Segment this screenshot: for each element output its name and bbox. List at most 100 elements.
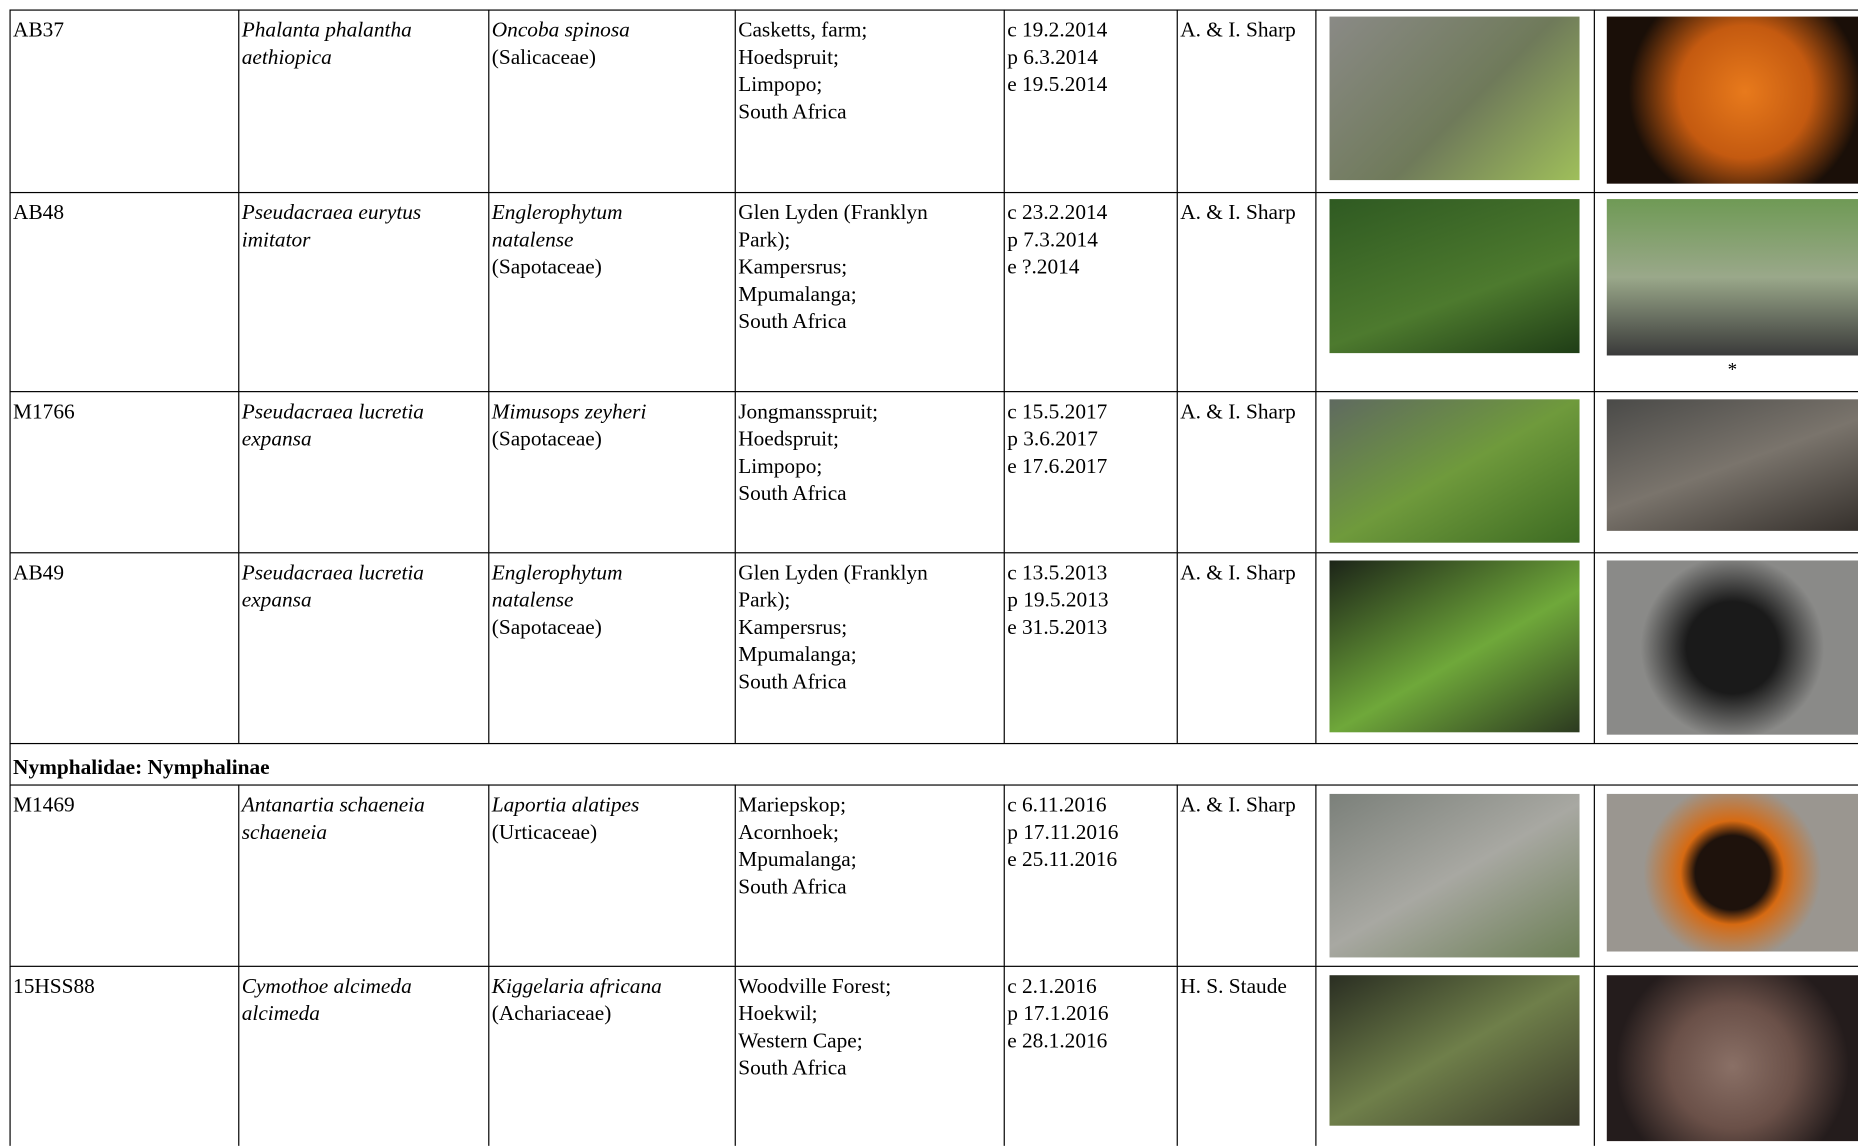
date-line: p 19.5.2013 xyxy=(1007,587,1109,612)
host-plant-line: Englerophytum xyxy=(491,560,623,585)
cell-border xyxy=(238,191,240,392)
locality-line: South Africa xyxy=(738,874,847,899)
row-border xyxy=(9,784,1858,786)
adult-photo xyxy=(1606,975,1858,1142)
host-family: (Sapotaceae) xyxy=(491,426,602,451)
cell-border xyxy=(1593,965,1595,1146)
cell-border xyxy=(9,391,11,553)
cell-border xyxy=(238,391,240,553)
cell-border xyxy=(1176,552,1178,743)
adult-photo xyxy=(1606,793,1858,952)
larva-photo xyxy=(1329,975,1580,1126)
date-line: e 28.1.2016 xyxy=(1007,1028,1108,1053)
date-line: c 19.2.2014 xyxy=(1007,17,1108,42)
locality-line: Mpumalanga; xyxy=(738,282,857,306)
date-line: c 6.11.2016 xyxy=(1007,792,1107,817)
cell-border xyxy=(734,191,736,392)
dates: c 15.5.2017 p 3.6.2017 e 17.6.2017 xyxy=(1004,391,1177,480)
code: M1766 xyxy=(13,399,75,424)
cell-border xyxy=(9,191,11,392)
image-note: * xyxy=(1727,360,1738,381)
host-plant: Laportia alatipes (Urticaceae) xyxy=(488,784,734,846)
cell-border xyxy=(9,742,11,785)
locality: Jongmansspruit; Hoedspruit; Limpopo; South … xyxy=(735,391,1004,507)
cell-border xyxy=(1003,191,1005,392)
photographer: A. & I. Sharp xyxy=(1180,200,1296,224)
row-border xyxy=(9,391,1858,393)
locality-line: Jongmansspruit; xyxy=(738,399,879,424)
cell-border xyxy=(1003,965,1005,1146)
date-line: p 6.3.2014 xyxy=(1007,45,1098,69)
species-line: alcimeda xyxy=(241,1001,320,1025)
locality-line: Limpopo; xyxy=(738,453,823,478)
cell-border xyxy=(9,784,11,966)
code: AB49 xyxy=(13,560,65,585)
locality-line: Hoedspruit; xyxy=(738,45,839,69)
cell-border xyxy=(734,965,736,1146)
photographer: A. & I. Sharp xyxy=(1180,17,1296,42)
photographer: A. & I. Sharp xyxy=(1180,560,1296,585)
adult-photo xyxy=(1606,199,1858,356)
species: Cymothoe alcimeda alcimeda xyxy=(238,966,488,1028)
species-line: Cymothoe alcimeda xyxy=(241,974,412,998)
species-line: expansa xyxy=(241,426,312,451)
species-line: schaeneia xyxy=(241,819,328,844)
host-plant-line: natalense xyxy=(491,227,574,252)
locality-line: Mpumalanga; xyxy=(738,847,857,871)
locality-line: South Africa xyxy=(738,309,847,333)
cell-border xyxy=(1593,191,1595,392)
cell-border xyxy=(1003,784,1005,966)
host-family: (Sapotaceae) xyxy=(491,614,602,639)
dates: c 19.2.2014 p 6.3.2014 e 19.5.2014 xyxy=(1004,9,1177,98)
host-family: (Urticaceae) xyxy=(491,819,598,844)
photographer: A. & I. Sharp xyxy=(1180,792,1296,817)
host-plant-line: Englerophytum xyxy=(491,200,623,224)
host-plant: Englerophytum natalense (Sapotaceae) xyxy=(488,552,734,641)
locality-line: South Africa xyxy=(738,1055,847,1080)
larva-photo xyxy=(1329,560,1580,733)
cell-border xyxy=(238,784,240,966)
cell-border xyxy=(488,191,490,392)
date-line: p 17.11.2016 xyxy=(1007,819,1119,844)
cell-border xyxy=(1315,191,1317,392)
cell-border xyxy=(1315,784,1317,966)
date-line: c 2.1.2016 xyxy=(1007,974,1097,998)
cell-border xyxy=(1176,9,1178,192)
dates: c 6.11.2016 p 17.11.2016 e 25.11.2016 xyxy=(1004,784,1177,873)
locality-line: Park); xyxy=(738,227,791,252)
cell-border xyxy=(1593,552,1595,743)
cell-border xyxy=(1593,391,1595,553)
code: M1469 xyxy=(13,792,75,817)
date-line: c 23.2.2014 xyxy=(1007,200,1108,224)
date-line: p 7.3.2014 xyxy=(1007,227,1098,252)
cell-border xyxy=(1593,784,1595,966)
host-family: (Salicaceae) xyxy=(491,45,596,69)
cell-border xyxy=(734,9,736,192)
host-plant: Oncoba spinosa (Salicaceae) xyxy=(488,9,734,71)
adult-photo xyxy=(1606,560,1858,735)
section-heading: Nymphalidae: Nymphalinae xyxy=(13,754,270,779)
locality-line: Limpopo; xyxy=(738,72,823,96)
locality-line: Mariepskop; xyxy=(738,792,847,817)
locality-line: Hoekwil; xyxy=(738,1001,818,1025)
host-plant-line: Mimusops zeyheri xyxy=(491,399,647,424)
species-line: Pseudacraea lucretia xyxy=(241,560,424,585)
photographer: H. S. Staude xyxy=(1180,974,1287,998)
row-border xyxy=(9,191,1858,194)
locality-line: South Africa xyxy=(738,481,847,505)
dates: c 23.2.2014 p 7.3.2014 e ?.2014 xyxy=(1004,192,1177,281)
host-plant-line: Laportia alatipes xyxy=(491,792,640,817)
cell-border xyxy=(1003,552,1005,743)
species-line: Pseudacraea eurytus xyxy=(241,200,422,224)
cell-border xyxy=(1176,191,1178,392)
host-plant: Kiggelaria africana (Achariaceae) xyxy=(488,966,734,1028)
cell-border xyxy=(1315,391,1317,553)
host-plant-line: natalense xyxy=(491,587,574,612)
date-line: e 19.5.2014 xyxy=(1007,72,1108,96)
cell-border xyxy=(9,552,11,743)
cell-border xyxy=(1315,552,1317,743)
date-line: p 17.1.2016 xyxy=(1007,1001,1109,1025)
code: 15HSS88 xyxy=(13,974,95,998)
cell-border xyxy=(1315,965,1317,1146)
